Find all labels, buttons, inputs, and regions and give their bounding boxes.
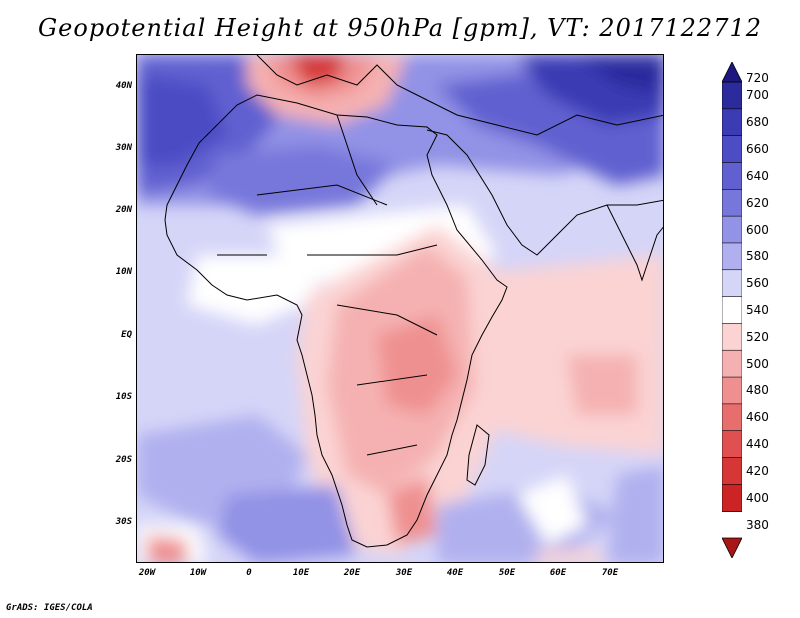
lon-label: 60E (549, 568, 567, 578)
india-coastline (606, 204, 663, 282)
colorbar-label: 380 (746, 517, 769, 532)
colorbar-label: 700 (746, 88, 769, 103)
lat-label: EQ (121, 330, 132, 340)
madagascar-coastline (466, 424, 490, 486)
colorbar-label: 440 (746, 437, 769, 452)
lon-label: 20E (343, 568, 361, 578)
geopotential-map (137, 55, 663, 562)
colorbar-label: 640 (746, 168, 769, 183)
colorbar-cell (722, 376, 742, 405)
colorbar-cell (722, 162, 742, 191)
colorbar-cell (722, 349, 742, 378)
colorbar-cell (722, 108, 742, 137)
height-field-shading (137, 55, 663, 562)
coastlines (164, 55, 663, 548)
lon-label: 20W (138, 568, 156, 578)
colorbar-cell (722, 81, 742, 110)
colorbar-label: 600 (746, 222, 769, 237)
lon-label: 40E (446, 568, 464, 578)
colorbar-cell (722, 430, 742, 459)
colorbar-label: 680 (746, 115, 769, 130)
colorbar-cell (722, 269, 742, 298)
lat-label: 30N (115, 143, 132, 153)
colorbar-label: 720 (746, 71, 769, 85)
colorbar-cell (722, 188, 742, 217)
lon-label: 50E (498, 568, 516, 578)
colorbar-label: 460 (746, 410, 769, 425)
lat-label: 10N (115, 267, 132, 277)
colorbar-label: 480 (746, 383, 769, 398)
colorbar-label: 540 (746, 303, 769, 317)
lat-label: 30S (115, 517, 132, 527)
colorbar-cell (722, 403, 742, 432)
grads-credit: GrADS: IGES/COLA (6, 603, 93, 613)
colorbar-cell (722, 215, 742, 244)
colorbar-cell (722, 135, 742, 164)
colorbar-label: 400 (746, 490, 769, 505)
colorbar-cell (722, 457, 742, 486)
colorbar-top-arrow (722, 62, 742, 83)
africa-coastline (164, 94, 508, 548)
colorbar-label: 620 (746, 195, 769, 210)
lat-label: 20N (115, 205, 132, 215)
colorbar-cell (722, 296, 742, 325)
lon-label: 70E (601, 568, 619, 578)
chart-title: Geopotential Height at 950hPa [gpm], VT:… (38, 14, 762, 42)
colorbar-cells (722, 81, 742, 512)
lon-label: 0 (246, 568, 252, 578)
map-frame (136, 54, 664, 563)
lon-label: 10W (189, 568, 207, 578)
country-borders (217, 114, 438, 456)
colorbar-bottom-arrow (722, 537, 742, 558)
colorbar-label: 580 (746, 249, 769, 264)
colorbar-label: 660 (746, 142, 769, 157)
colorbar-label: 420 (746, 463, 769, 478)
eurasia-coastline (256, 55, 663, 136)
colorbar-cell (722, 242, 742, 271)
colorbar (722, 62, 742, 558)
colorbar-cell (722, 484, 742, 512)
lat-label: 10S (115, 392, 132, 402)
lat-label: 20S (115, 455, 132, 465)
colorbar-label: 500 (746, 356, 769, 371)
lon-label: 10E (292, 568, 310, 578)
lon-label: 30E (395, 568, 413, 578)
lat-label: 40N (115, 81, 132, 91)
colorbar-label: 520 (746, 329, 769, 344)
colorbar-cell (722, 323, 742, 352)
arabia-coastline (426, 129, 663, 256)
colorbar-label: 560 (746, 276, 769, 291)
